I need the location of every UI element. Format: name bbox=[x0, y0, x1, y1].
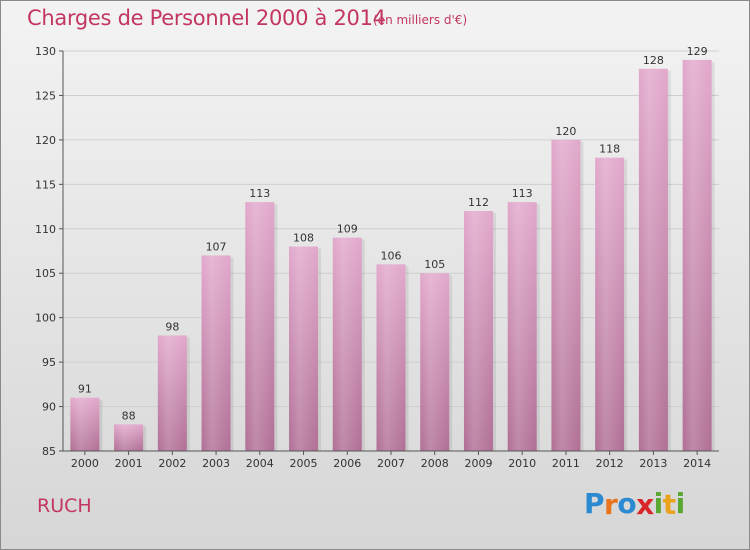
logo-letter: i bbox=[675, 487, 686, 520]
x-tick-label: 2012 bbox=[596, 457, 624, 470]
data-label: 91 bbox=[78, 383, 92, 396]
logo-letter: t bbox=[662, 488, 676, 521]
x-tick-label: 2000 bbox=[71, 457, 99, 470]
bar-highlight bbox=[70, 397, 100, 451]
x-tick-label: 2013 bbox=[639, 457, 667, 470]
bar-highlight bbox=[463, 211, 493, 451]
bar-highlight bbox=[595, 157, 625, 451]
chart-unit-label: (en milliers d'€) bbox=[373, 13, 468, 27]
y-tick-label: 100 bbox=[35, 312, 56, 325]
proxiti-logo: Proxiti bbox=[584, 487, 686, 521]
bars bbox=[70, 59, 715, 452]
chart-title: Charges de Personnel 2000 à 2014 bbox=[27, 6, 386, 30]
data-label: 113 bbox=[512, 187, 533, 200]
bar-highlight bbox=[157, 335, 187, 451]
commune-name: RUCH bbox=[37, 495, 92, 517]
x-tick-label: 2007 bbox=[377, 457, 405, 470]
x-tick-label: 2003 bbox=[202, 457, 230, 470]
data-label: 120 bbox=[555, 125, 576, 138]
bar-highlight bbox=[245, 202, 275, 451]
bar-highlight bbox=[551, 139, 581, 451]
y-tick-label: 90 bbox=[42, 401, 56, 414]
x-tick-label: 2009 bbox=[464, 457, 492, 470]
data-label: 106 bbox=[381, 249, 402, 262]
bar-highlight bbox=[638, 68, 668, 452]
x-tick-label: 2006 bbox=[333, 457, 361, 470]
y-tick-label: 125 bbox=[35, 89, 56, 102]
logo-letter: P bbox=[584, 487, 605, 520]
data-label: 128 bbox=[643, 54, 664, 67]
data-label: 98 bbox=[165, 320, 179, 333]
logo-letter: r bbox=[604, 488, 618, 521]
y-tick-label: 120 bbox=[35, 134, 56, 147]
bar-highlight bbox=[682, 59, 712, 452]
x-tick-label: 2008 bbox=[421, 457, 449, 470]
x-tick-label: 2011 bbox=[552, 457, 580, 470]
bar-highlight bbox=[201, 255, 231, 451]
data-label: 113 bbox=[249, 187, 270, 200]
data-label: 88 bbox=[122, 409, 136, 422]
logo-letter: x bbox=[636, 488, 654, 521]
data-label: 112 bbox=[468, 196, 489, 209]
bar-highlight bbox=[420, 273, 450, 451]
x-tick-label: 2010 bbox=[508, 457, 536, 470]
x-tick-label: 2002 bbox=[158, 457, 186, 470]
x-tick-label: 2014 bbox=[683, 457, 711, 470]
data-label: 118 bbox=[599, 143, 620, 156]
bar-highlight bbox=[507, 202, 537, 451]
y-tick-label: 105 bbox=[35, 267, 56, 280]
y-tick-label: 115 bbox=[35, 178, 56, 191]
data-label: 107 bbox=[206, 240, 227, 253]
bar-highlight bbox=[376, 264, 406, 451]
bar-highlight bbox=[289, 246, 319, 451]
data-label: 108 bbox=[293, 232, 314, 245]
x-tick-label: 2005 bbox=[290, 457, 318, 470]
x-tick-label: 2001 bbox=[115, 457, 143, 470]
logo-letter: o bbox=[617, 487, 637, 520]
x-tick-label: 2004 bbox=[246, 457, 274, 470]
y-tick-label: 85 bbox=[42, 445, 56, 458]
axes: 85 90 95 100 105 110 115 120 125 130 2000 2001 2002 2… bbox=[35, 45, 719, 470]
data-label: 105 bbox=[424, 258, 445, 271]
bar-highlight bbox=[114, 424, 144, 451]
y-tick-label: 95 bbox=[42, 356, 56, 369]
y-tick-label: 130 bbox=[35, 45, 56, 58]
y-tick-label: 110 bbox=[35, 223, 56, 236]
data-label: 129 bbox=[687, 45, 708, 58]
bar-highlight bbox=[332, 237, 362, 451]
data-label: 109 bbox=[337, 223, 358, 236]
logo-letter: i bbox=[653, 487, 664, 520]
data-labels: 91 88 98 107 113 108 109 106 105 112 113 120 118 128 1… bbox=[78, 45, 708, 422]
